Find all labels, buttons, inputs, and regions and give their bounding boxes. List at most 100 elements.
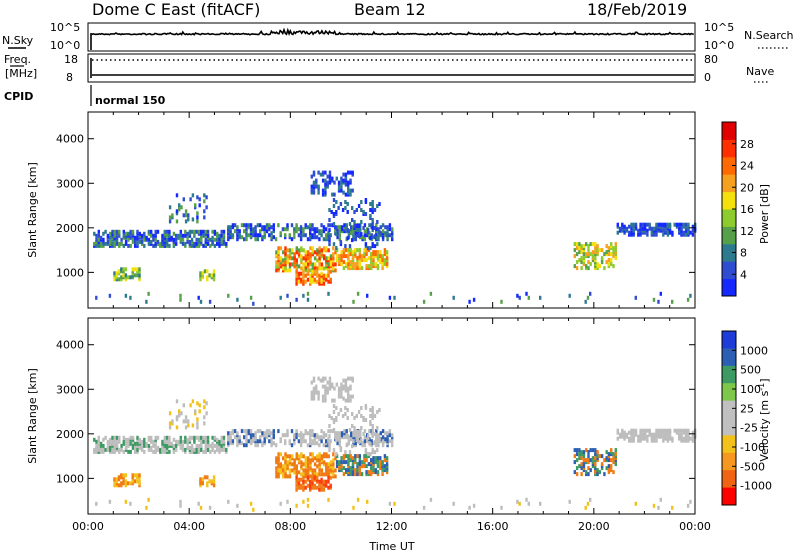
power-cell — [143, 231, 146, 236]
power-cell — [371, 226, 374, 230]
power-cell — [309, 246, 312, 251]
power-cell — [360, 200, 363, 204]
velocity-cell — [678, 428, 681, 433]
power-cell — [365, 264, 368, 269]
velocity-cell — [304, 431, 307, 436]
power-cell — [338, 225, 341, 230]
power-cell — [295, 258, 298, 263]
power-cell — [363, 237, 367, 242]
velocity-cell — [320, 477, 323, 482]
velocity-cell — [365, 458, 368, 463]
velocity-cell — [270, 437, 273, 442]
power-cell — [324, 178, 327, 183]
velocity-cell — [165, 443, 169, 448]
velocity-cell — [304, 479, 307, 484]
velocity-cell — [386, 437, 389, 442]
power-cell — [184, 213, 188, 218]
power-cell — [310, 174, 313, 179]
power-cell — [327, 273, 330, 278]
power-cell — [318, 273, 321, 278]
velocity-cell — [277, 429, 280, 434]
velocity-cell — [341, 414, 345, 418]
velocity-cell — [668, 434, 672, 439]
power-cell — [325, 246, 328, 251]
power-cell — [680, 222, 683, 227]
velocity-cell — [227, 441, 230, 446]
power-cell — [646, 222, 649, 227]
velocity-cell — [616, 428, 619, 433]
velocity-cell — [218, 443, 221, 448]
velocity-cell — [351, 376, 354, 381]
velocity-cell — [637, 438, 640, 443]
velocity-cell — [686, 503, 690, 508]
velocity-cell — [307, 462, 310, 467]
power-cell — [354, 235, 357, 240]
power-cell — [584, 299, 587, 304]
power-cell — [371, 200, 374, 204]
power-cell — [632, 222, 635, 227]
power-cell — [378, 202, 381, 206]
velocity-cell — [312, 396, 316, 401]
velocity-cell — [216, 437, 219, 442]
velocity-cell — [344, 412, 347, 416]
colorbar-tick-label: 24 — [740, 160, 754, 173]
power-cell — [195, 229, 198, 234]
power-cell — [282, 258, 285, 263]
power-cell — [309, 252, 312, 257]
velocity-cell — [95, 449, 98, 454]
velocity-cell — [179, 435, 182, 440]
power-cell — [277, 223, 280, 228]
power-cell — [300, 258, 303, 263]
velocity-cell — [196, 401, 199, 406]
power-cell — [335, 254, 339, 259]
power-cell — [124, 293, 128, 298]
power-cell — [206, 275, 209, 280]
velocity-cell — [347, 392, 350, 397]
velocity-cell — [691, 434, 695, 439]
velocity-cell — [391, 433, 394, 438]
nsky-tick-top: 10^5 — [50, 21, 80, 34]
colorbar-swatch — [722, 487, 736, 506]
power-cell — [297, 227, 301, 232]
power-cell — [313, 227, 316, 232]
velocity-cell — [369, 414, 372, 418]
power-cell — [206, 241, 210, 246]
velocity-cell — [323, 452, 326, 457]
colorbar-swatch — [722, 226, 736, 245]
velocity-cell — [429, 497, 433, 502]
velocity-cell — [320, 454, 324, 459]
power-cell — [318, 281, 321, 286]
power-cell — [220, 237, 223, 242]
power-cell — [344, 182, 348, 187]
power-cell — [328, 236, 331, 241]
velocity-cell — [302, 475, 305, 480]
velocity-cell — [299, 477, 303, 482]
velocity-cell — [625, 432, 629, 437]
velocity-cell — [279, 501, 282, 506]
velocity-cell — [360, 438, 363, 443]
power-cell — [182, 213, 185, 218]
velocity-cell — [591, 456, 595, 461]
power-cell — [118, 241, 121, 246]
velocity-cell — [113, 477, 116, 482]
velocity-cell — [329, 460, 333, 465]
velocity-cell — [376, 470, 380, 475]
power-cell — [245, 231, 248, 236]
velocity-cell — [623, 430, 626, 435]
power-cell — [468, 299, 471, 304]
velocity-cell — [582, 462, 586, 467]
power-cell — [229, 225, 232, 230]
power-cell — [360, 266, 364, 271]
power-cell — [156, 239, 160, 244]
power-cell — [274, 237, 278, 242]
colorbar-tick-label: 500 — [740, 364, 761, 377]
power-cell — [261, 235, 264, 240]
power-cell — [196, 219, 199, 224]
power-cell — [610, 262, 613, 267]
velocity-cell — [202, 449, 205, 454]
power-cell — [147, 237, 151, 242]
velocity-cell — [318, 479, 321, 484]
power-cell — [578, 258, 581, 263]
velocity-cell — [197, 501, 200, 506]
